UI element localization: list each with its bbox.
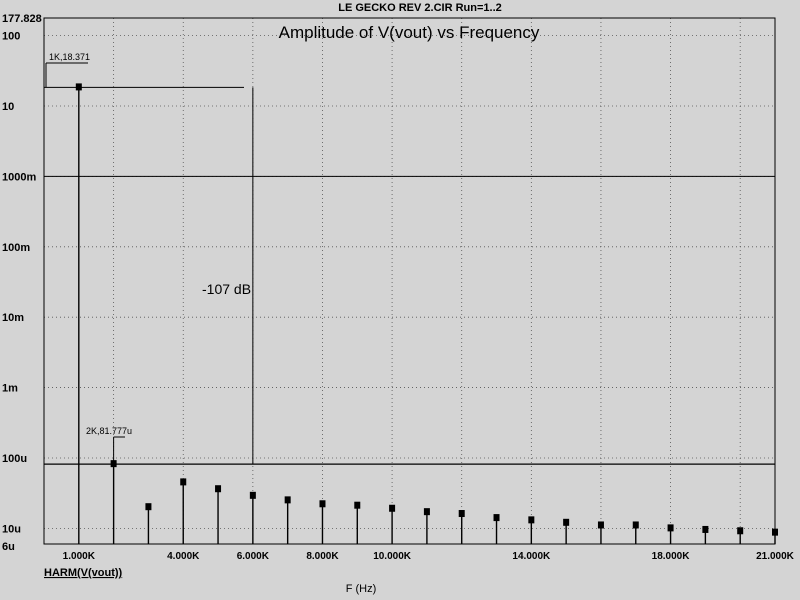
annotation-2k: 2K,81.777u xyxy=(86,426,132,436)
y-tick-label: 100 xyxy=(2,31,20,43)
harmonic-marker xyxy=(389,504,396,512)
harmonic-marker xyxy=(284,496,291,504)
y-tick-label: 1m xyxy=(2,383,18,395)
harmonic-marker xyxy=(180,478,187,486)
harmonic-markers xyxy=(75,83,778,536)
x-tick-label: 6.000K xyxy=(237,551,270,562)
harmonic-marker xyxy=(528,516,535,524)
harmonic-marker xyxy=(215,485,222,493)
harmonic-marker xyxy=(423,508,430,516)
axes xyxy=(43,17,776,545)
y-tick-label: 100m xyxy=(2,242,30,254)
x-tick-label: 18.000K xyxy=(652,551,691,562)
harmonic-marker xyxy=(493,514,500,522)
harmonic-marker xyxy=(145,503,152,511)
y-tick-label: 10 xyxy=(2,101,14,113)
harmonic-marker xyxy=(354,501,361,509)
x-tick-label: 4.000K xyxy=(167,551,200,562)
x-tick-label: 10.000K xyxy=(373,551,412,562)
x-tick-label: 21.000K xyxy=(756,551,795,562)
harmonic-marker xyxy=(737,527,744,535)
y-tick-label: 10u xyxy=(2,523,21,535)
db-annotation: -107 dB xyxy=(202,281,251,297)
reference-lines xyxy=(44,62,775,465)
harmonic-marker xyxy=(667,524,674,532)
y-tick-label: 100u xyxy=(2,453,27,465)
harmonic-marker xyxy=(597,521,604,529)
chart-title: Amplitude of V(vout) vs Frequency xyxy=(279,23,540,42)
harmonic-marker xyxy=(458,510,465,518)
circuit-title: LE GECKO REV 2.CIR Run=1..2 xyxy=(338,2,502,14)
harmonic-marker xyxy=(110,460,117,468)
x-axis-label: F (Hz) xyxy=(346,583,377,595)
y-tick-labels: 177.828 100 10 1000m 100m 10m 1m 100u 10u 6u xyxy=(2,13,42,553)
harmonic-stems xyxy=(78,87,776,544)
x-tick-label: 14.000K xyxy=(512,551,551,562)
harmonic-marker xyxy=(563,518,570,526)
harmonic-marker xyxy=(75,83,82,91)
harmonic-marker xyxy=(632,521,639,529)
y-tick-label: 6u xyxy=(2,541,15,553)
plot-frame xyxy=(43,17,776,545)
harmonic-marker xyxy=(702,525,709,533)
grid-lines xyxy=(44,18,775,544)
x-tick-labels: 1.000K 4.000K 6.000K 8.000K 10.000K 14.000K 18… xyxy=(63,551,795,562)
y-tick-label: 1000m xyxy=(2,171,36,183)
annotation-1k: 1K,18.371 xyxy=(49,52,90,62)
y-tick-label: 177.828 xyxy=(2,13,42,25)
harmonic-marker xyxy=(249,491,256,499)
y-axis-label: HARM(V(vout)) xyxy=(44,567,123,579)
x-tick-label: 8.000K xyxy=(306,551,339,562)
y-tick-label: 10m xyxy=(2,312,24,324)
x-tick-label: 1.000K xyxy=(63,551,96,562)
harmonic-marker xyxy=(319,500,326,508)
